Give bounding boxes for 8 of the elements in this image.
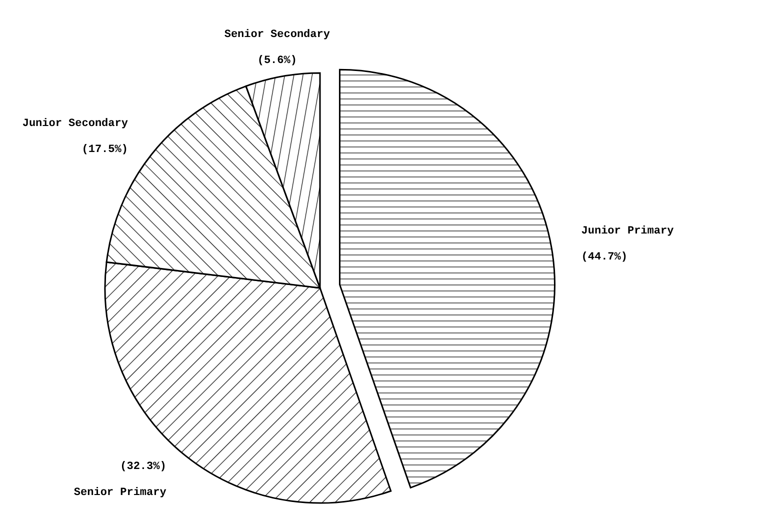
slice-label: Junior Primary <box>581 226 674 238</box>
data-label: (44.7%) <box>581 252 628 264</box>
data-label: (17.5%) <box>82 144 128 156</box>
slice-label: Junior Secondary <box>22 118 128 130</box>
data-label: (32.3%) <box>120 460 166 473</box>
data-label: (5.6%) <box>257 54 297 67</box>
slice-label: Senior Primary <box>74 486 167 499</box>
slice-label: Senior Secondary <box>224 28 330 41</box>
